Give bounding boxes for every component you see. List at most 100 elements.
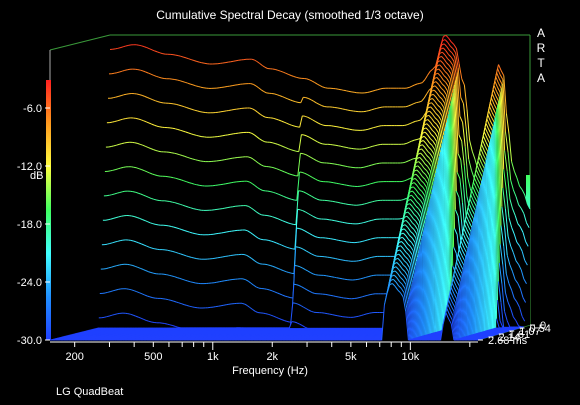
slice-segment	[309, 79, 313, 82]
slice-segment	[190, 281, 194, 283]
slice-segment	[423, 167, 428, 171]
slice-segment	[401, 180, 405, 182]
slice-segment	[360, 222, 364, 224]
slice-segment	[141, 293, 145, 296]
slice-segment	[510, 180, 514, 191]
slice-segment	[519, 288, 524, 298]
slice-segment	[154, 248, 158, 250]
slice-segment	[136, 291, 140, 294]
slice-segment	[288, 148, 292, 151]
slice-segment	[183, 56, 187, 59]
slice-segment	[478, 193, 482, 333]
slice-segment	[316, 141, 321, 144]
slice-segment	[233, 60, 237, 62]
slice-segment	[199, 61, 203, 64]
slice-segment	[275, 192, 279, 195]
slice-segment	[316, 198, 320, 201]
slice-segment	[430, 117, 435, 123]
slice-segment	[429, 153, 434, 159]
slice-segment	[106, 243, 110, 245]
slice-segment	[176, 103, 180, 106]
slice-segment	[134, 142, 138, 144]
slice-segment	[421, 135, 425, 138]
slice-segment	[485, 159, 490, 331]
slice-segment	[110, 217, 114, 220]
slice-segment	[112, 169, 116, 171]
slice-segment	[428, 146, 432, 150]
slice-segment	[409, 85, 413, 88]
slice-segment	[443, 34, 447, 37]
slice-segment	[251, 132, 255, 136]
slice-segment	[319, 142, 323, 145]
slice-segment	[342, 221, 345, 224]
slice-segment	[298, 134, 302, 152]
slice-segment	[301, 286, 305, 289]
slice-segment	[138, 316, 142, 319]
slice-segment	[364, 147, 368, 150]
slice-segment	[400, 217, 403, 220]
color-scale-bar	[46, 80, 51, 340]
slice-segment	[132, 191, 136, 193]
slice-segment	[428, 130, 432, 135]
slice-segment	[250, 282, 254, 286]
slice-segment	[308, 309, 312, 312]
slice-segment	[526, 222, 530, 228]
slice-segment	[124, 69, 128, 71]
slice-segment	[139, 94, 143, 96]
slice-segment	[288, 321, 293, 329]
slice-segment	[489, 142, 493, 330]
slice-segment	[432, 98, 436, 102]
slice-segment	[153, 74, 157, 77]
slice-segment	[495, 76, 499, 84]
slice-segment	[326, 275, 329, 277]
slice-segment	[338, 183, 342, 185]
slice-segment	[421, 148, 425, 153]
slice-segment	[334, 220, 338, 222]
slice-segment	[185, 255, 189, 258]
slice-segment	[105, 267, 109, 270]
slice-segment	[271, 166, 275, 169]
slice-segment	[159, 126, 163, 128]
slice-segment	[279, 219, 283, 222]
slice-segment	[258, 87, 262, 91]
slice-segment	[174, 202, 178, 204]
slice-segment	[524, 259, 528, 266]
slice-segment	[372, 181, 376, 184]
slice-segment	[214, 281, 217, 284]
slice-segment	[282, 96, 286, 99]
slice-segment	[429, 126, 433, 131]
slice-segment	[434, 117, 438, 121]
slice-segment	[111, 145, 114, 147]
slice-segment	[275, 69, 279, 71]
slice-segment	[177, 277, 180, 279]
slice-segment	[442, 79, 447, 83]
slice-segment	[252, 158, 257, 162]
slice-segment	[425, 143, 430, 148]
slice-segment	[416, 101, 419, 104]
slice-segment	[187, 82, 191, 85]
slice-segment	[273, 241, 277, 244]
slice-segment	[313, 216, 317, 219]
slice-segment	[200, 86, 204, 89]
slice-segment	[197, 110, 201, 113]
slice-segment	[276, 168, 280, 171]
slice-segment	[369, 201, 373, 203]
slice-segment	[481, 180, 485, 332]
slice-segment	[309, 290, 313, 294]
slice-segment	[481, 144, 485, 151]
slice-segment	[272, 216, 276, 219]
slice-segment	[517, 223, 521, 228]
slice-segment	[495, 113, 499, 282]
slice-segment	[295, 101, 299, 103]
slice-segment	[175, 251, 179, 254]
slice-segment	[461, 78, 465, 86]
slice-segment	[488, 110, 492, 117]
slice-segment	[484, 163, 489, 331]
slice-segment	[372, 237, 376, 239]
slice-segment	[497, 68, 501, 75]
slice-segment	[274, 143, 278, 145]
slice-segment	[407, 123, 411, 126]
slice-segment	[187, 280, 191, 283]
slice-segment	[289, 247, 293, 250]
slice-segment	[373, 163, 377, 165]
